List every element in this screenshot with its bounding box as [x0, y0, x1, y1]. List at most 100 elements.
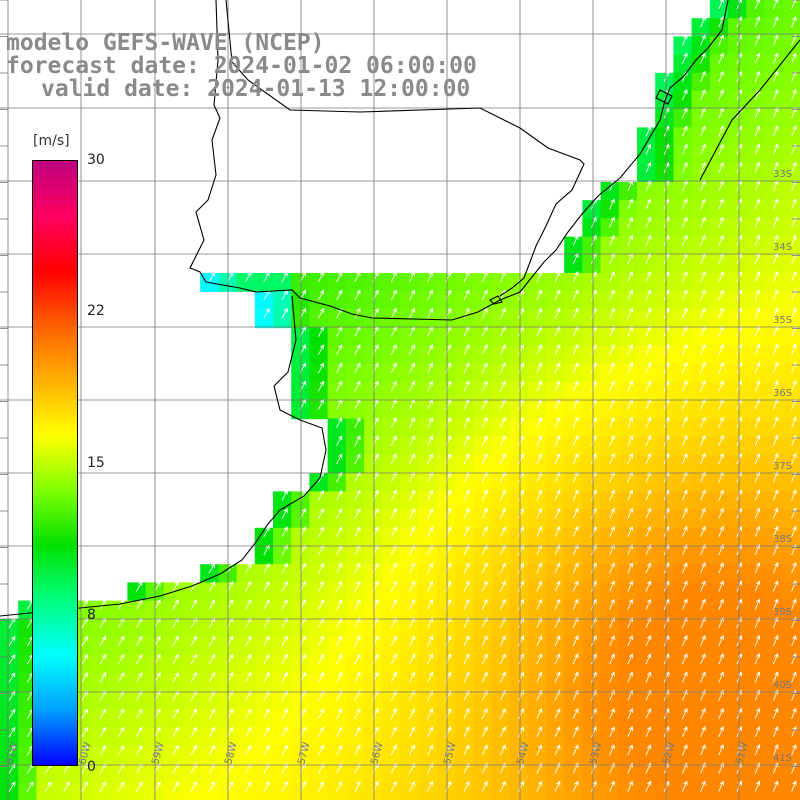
wind-arrow [645, 726, 652, 738]
wind-arrow [245, 617, 252, 629]
wind-cell [728, 36, 747, 56]
wind-arrow [481, 708, 488, 719]
wind-cell [491, 491, 511, 511]
wind-cell [364, 546, 383, 565]
wind-arrow [536, 471, 543, 483]
wind-arrow [590, 653, 597, 665]
wind-cell [473, 400, 492, 420]
wind-cell [728, 400, 747, 420]
wind-cell [345, 509, 365, 529]
wind-arrow [572, 507, 579, 519]
wind-cell [746, 218, 765, 238]
wind-cell [527, 418, 547, 438]
wind-arrow [390, 453, 397, 465]
wind-arrow [772, 398, 779, 410]
wind-cell [418, 436, 438, 456]
wind-arrow [590, 544, 597, 556]
wind-arrow [408, 562, 415, 574]
wind-cell [200, 582, 219, 602]
wind-cell [254, 618, 274, 638]
wind-arrow [554, 507, 561, 519]
wind-cell [0, 728, 19, 747]
wind-arrow [718, 70, 724, 82]
wind-arrow [609, 598, 615, 610]
wind-cell [782, 473, 800, 492]
wind-cell [728, 127, 747, 147]
wind-arrow [463, 526, 470, 537]
wind-arrow [681, 416, 688, 428]
wind-cell [782, 18, 800, 37]
wind-cell [782, 54, 800, 74]
wind-arrow [754, 543, 761, 556]
wind-arrow [627, 398, 634, 410]
wind-arrow [718, 234, 724, 246]
wind-cell [364, 564, 383, 583]
wind-cell [782, 582, 800, 602]
wind-arrow [554, 671, 561, 683]
wind-cell [655, 637, 674, 656]
wind-arrow [554, 598, 561, 610]
colorbar-tick-15: 15 [87, 455, 105, 471]
wind-arrow [754, 744, 761, 756]
wind-cell [709, 36, 729, 56]
wind-cell [345, 418, 365, 438]
wind-arrow [427, 453, 434, 465]
wind-cell [546, 618, 565, 638]
wind-cell [127, 655, 147, 674]
wind-arrow [390, 780, 397, 792]
wind-cell [564, 291, 583, 310]
coastline [0, 0, 800, 617]
wind-cell [728, 18, 747, 37]
wind-cell [400, 473, 420, 492]
wind-arrow [700, 780, 706, 792]
wind-arrow [245, 653, 252, 665]
wind-cell [746, 18, 765, 37]
wind-arrow [627, 707, 634, 719]
wind-cell [327, 637, 347, 656]
wind-cell [382, 473, 401, 492]
wind-cell [764, 309, 784, 329]
wind-arrow [645, 471, 652, 483]
wind-arrow [427, 362, 434, 374]
wind-cell [382, 364, 401, 383]
wind-arrow [427, 744, 434, 756]
wind-arrow [681, 398, 688, 410]
wind-arrow [645, 362, 652, 374]
wind-cell [618, 182, 638, 201]
wind-arrow [754, 52, 761, 64]
wind-cell [600, 618, 620, 638]
wind-arrow [700, 726, 706, 738]
wind-cell [455, 509, 474, 529]
wind-arrow [700, 707, 706, 719]
wind-arrow [408, 344, 415, 356]
wind-arrow [554, 726, 561, 738]
wind-arrow [427, 726, 434, 738]
wind-arrow [81, 672, 88, 683]
wind-cell [436, 655, 456, 674]
wind-cell [473, 655, 492, 674]
wind-cell [655, 309, 674, 329]
wind-arrow [772, 707, 779, 719]
wind-cell [764, 382, 784, 401]
wind-cell [546, 273, 565, 292]
wind-arrow [718, 289, 724, 301]
wind-cell [673, 254, 693, 274]
wind-arrow [190, 599, 197, 610]
wind-arrow [681, 234, 688, 246]
wind-cell [382, 655, 401, 674]
wind-arrow [572, 453, 579, 465]
wind-arrow [499, 726, 506, 738]
wind-arrow [536, 671, 543, 683]
wind-arrow [281, 580, 288, 592]
wind-arrow [463, 289, 470, 301]
wind-cell [728, 637, 747, 656]
wind-arrow [791, 52, 797, 64]
wind-arrow [263, 289, 270, 301]
wind-cell [0, 673, 19, 693]
wind-cell [746, 564, 765, 583]
wind-cell [327, 309, 347, 329]
wind-arrow [172, 690, 179, 701]
wind-cell [673, 436, 693, 456]
wind-cell [400, 673, 420, 693]
wind-cell [655, 254, 674, 274]
